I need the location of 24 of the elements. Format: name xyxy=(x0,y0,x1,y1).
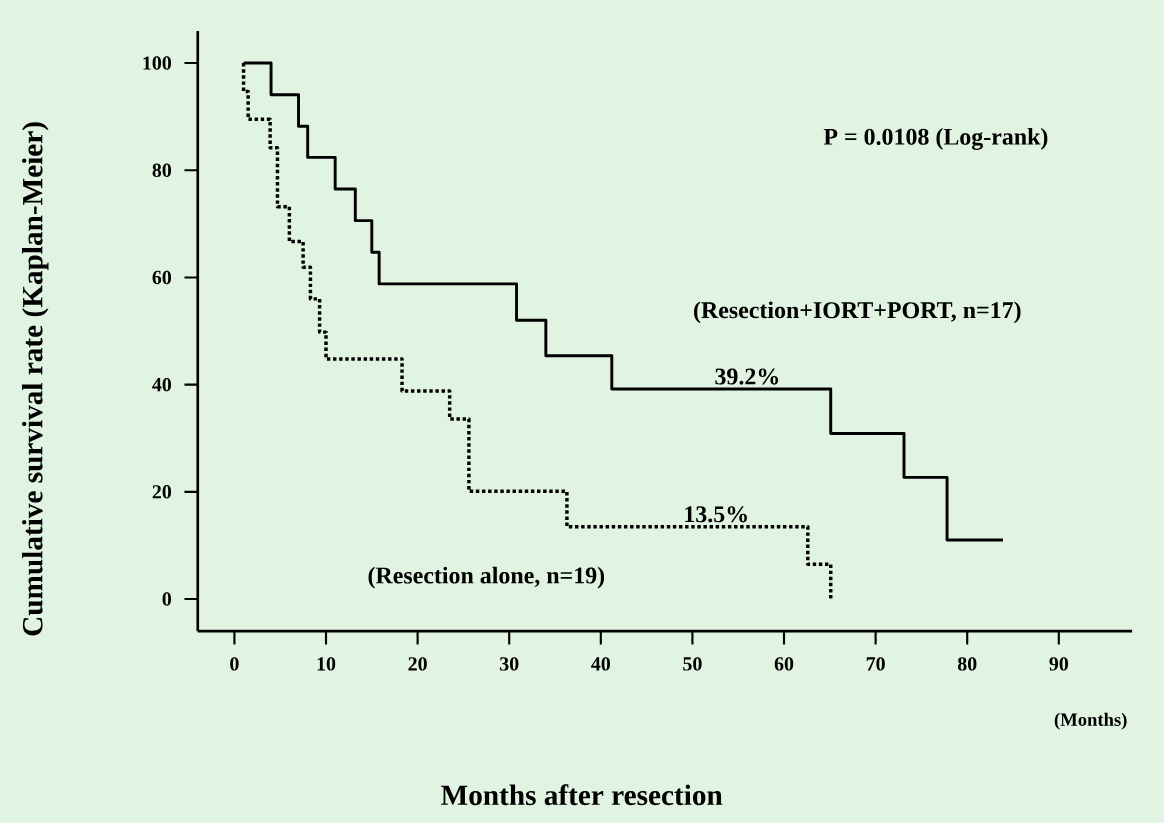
x-tick-label: 90 xyxy=(1049,657,1069,671)
text: (Months) xyxy=(1054,712,1127,730)
x-tick-label: 10 xyxy=(317,657,336,671)
x-tick-label: 80 xyxy=(957,657,977,671)
x-tick-label: 60 xyxy=(774,657,794,671)
x-axis-title: Months after resection xyxy=(441,784,723,806)
y-axis-title: Cumulative survival rate (Kaplan-Meier) xyxy=(21,122,49,636)
y-tick-label: 60 xyxy=(152,270,172,285)
annotation: P = 0.0108 (Log-rank) xyxy=(823,128,1048,151)
x-tick-label: 50 xyxy=(683,657,702,671)
text: (Resection+IORT+PORT, n=17) xyxy=(694,301,1021,324)
y-tick-label: 100 xyxy=(143,56,172,70)
x-tick-label: 20 xyxy=(408,657,427,671)
y-tick-label: 0 xyxy=(162,592,172,606)
x-tick-label: 70 xyxy=(866,657,885,671)
y-tick-label: 40 xyxy=(152,378,172,392)
series-label: (Resection alone, n=19) xyxy=(368,566,605,589)
x-tick-label: 0 xyxy=(230,657,239,671)
x-tick-label: 30 xyxy=(499,657,519,671)
annotation: 39.2% xyxy=(715,368,779,385)
y-tick-label: 20 xyxy=(152,485,172,499)
x-tick-label: 40 xyxy=(591,657,611,671)
annotation: 13.5% xyxy=(685,506,747,523)
y-tick-label: 80 xyxy=(152,163,172,178)
